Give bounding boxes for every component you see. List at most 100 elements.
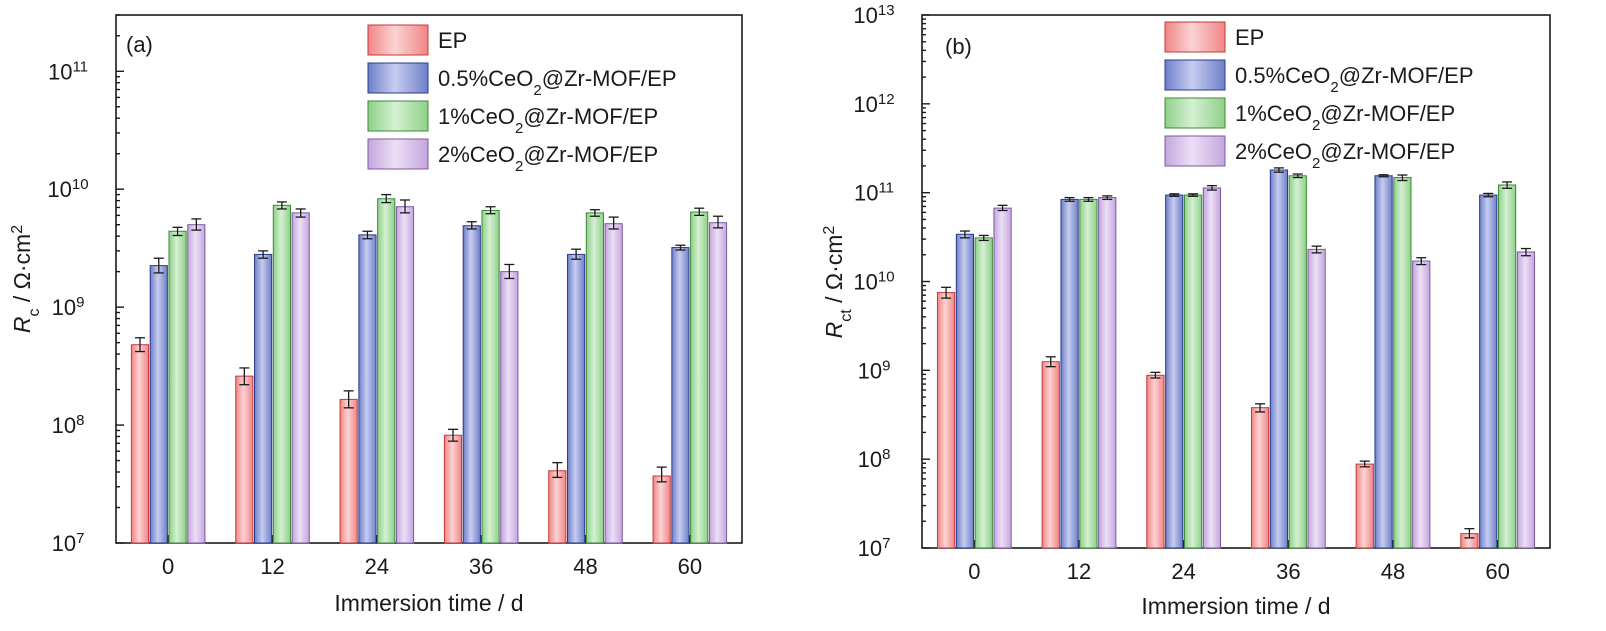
bar-2-ceo2-zr-mof-ep-12: [1098, 197, 1117, 549]
error-bar-ep-12: [1045, 356, 1056, 368]
legend-swatch: [1164, 97, 1226, 129]
bar-0-5-ceo2-zr-mof-ep-36: [1269, 169, 1289, 549]
y-axis-title-a: Rc / Ω·cm2: [9, 225, 43, 333]
legend-label: EP: [438, 28, 467, 53]
bar-ep-0: [936, 292, 956, 549]
error-bar-ep-48: [1359, 460, 1370, 468]
y-axis-title-unit-b: / Ω·cm: [821, 235, 847, 310]
bar-ep-36: [443, 434, 463, 544]
error-bar-ep-48: [552, 462, 563, 479]
y-tick-label: 109: [52, 294, 85, 321]
bar-1-ceo2-zr-mof-ep-12: [1079, 198, 1098, 549]
legend-item-0-5-ceo2-zr-mof-ep: 0.5%CeO2@Zr-MOF/EP: [1164, 59, 1474, 96]
legend-swatch: [367, 62, 429, 94]
error-bar-ep-60: [656, 466, 667, 483]
y-axis-title-sup-b: 2: [821, 226, 838, 235]
bar-0-5-ceo2-zr-mof-ep-0: [955, 233, 975, 549]
bar-0-5-ceo2-zr-mof-ep-60: [671, 247, 690, 544]
bar-ep-60: [652, 475, 671, 544]
legend-label: 2%CeO2@Zr-MOF/EP: [438, 142, 658, 175]
bar-2-ceo2-zr-mof-ep-24: [395, 206, 415, 544]
legend-label: 2%CeO2@Zr-MOF/EP: [1235, 139, 1455, 172]
error-bar-2-ceo2-zr-mof-ep-0: [997, 204, 1008, 212]
x-axis-ticks-a: 0 12 24 36 48 60: [162, 535, 702, 579]
bar-ep-36: [1250, 407, 1270, 549]
legend-a: EP 0.5%CeO2@Zr-MOF/EP 1%CeO2@Zr-MOF/EP 2%Ce…: [367, 24, 677, 175]
bar-ep-0: [130, 344, 150, 544]
legend-label: 0.5%CeO2@Zr-MOF/EP: [1235, 63, 1474, 96]
bar-ep-24: [339, 398, 358, 544]
y-tick-label: 107: [52, 530, 85, 557]
error-bar-ep-36: [447, 428, 458, 442]
error-bar-0-5-ceo2-zr-mof-ep-60: [675, 244, 686, 251]
bar-1-ceo2-zr-mof-ep-60: [1497, 184, 1517, 549]
bars-b: [936, 167, 1536, 549]
error-bar-2-ceo2-zr-mof-ep-24: [400, 199, 411, 214]
y-axis-title-sup-a: 2: [9, 225, 26, 234]
y-tick-label: 108: [858, 446, 891, 473]
bar-1-ceo2-zr-mof-ep-24: [1183, 194, 1203, 549]
y-tick-label: 108: [52, 412, 85, 439]
error-bar-2-ceo2-zr-mof-ep-48: [608, 216, 619, 230]
x-tick-label: 0: [968, 559, 980, 584]
bar-1-ceo2-zr-mof-ep-24: [377, 198, 396, 544]
bar-2-ceo2-zr-mof-ep-60: [1516, 251, 1536, 549]
error-bar-ep-12: [239, 367, 250, 386]
y-tick-label: 1013: [853, 2, 894, 29]
error-bar-1-ceo2-zr-mof-ep-0: [172, 226, 183, 237]
bar-2-ceo2-zr-mof-ep-0: [187, 224, 206, 544]
error-bar-1-ceo2-zr-mof-ep-36: [485, 206, 496, 215]
error-bar-0-5-ceo2-zr-mof-ep-24: [1169, 193, 1180, 197]
legend-swatch: [1164, 135, 1226, 167]
y-axis-ticks-a: 107 108 109 1010 1011: [47, 14, 124, 557]
y-axis-title-sub-a: c: [26, 308, 43, 316]
y-axis-ticks-b: 107 108 109 1010 1011 1012 1013: [853, 2, 930, 562]
x-tick-label: 0: [162, 554, 174, 579]
bar-ep-12: [235, 375, 254, 544]
error-bar-2-ceo2-zr-mof-ep-0: [191, 218, 202, 231]
panel-b: (b) 107 108 109 1010 1011 1012 1013 0 12 24 36 48 6…: [821, 2, 1551, 619]
legend-swatch: [1164, 59, 1226, 91]
legend-item-1-ceo2-zr-mof-ep: 1%CeO2@Zr-MOF/EP: [1164, 97, 1455, 134]
plot-frame-b: [921, 14, 1551, 549]
error-bar-0-5-ceo2-zr-mof-ep-48: [1378, 174, 1389, 178]
legend-item-2-ceo2-zr-mof-ep: 2%CeO2@Zr-MOF/EP: [1164, 135, 1455, 172]
bar-2-ceo2-zr-mof-ep-0: [993, 207, 1012, 549]
x-tick-label: 48: [573, 554, 597, 579]
error-bar-2-ceo2-zr-mof-ep-48: [1416, 257, 1427, 266]
bar-1-ceo2-zr-mof-ep-36: [1288, 175, 1307, 549]
error-bar-1-ceo2-zr-mof-ep-48: [589, 209, 600, 217]
error-bar-0-5-ceo2-zr-mof-ep-48: [571, 248, 582, 260]
bar-0-5-ceo2-zr-mof-ep-12: [1060, 198, 1079, 549]
legend-b: EP 0.5%CeO2@Zr-MOF/EP 1%CeO2@Zr-MOF/EP 2%Ce…: [1164, 21, 1474, 172]
bar-1-ceo2-zr-mof-ep-0: [168, 230, 187, 544]
bar-0-5-ceo2-zr-mof-ep-48: [1374, 175, 1393, 549]
error-bar-1-ceo2-zr-mof-ep-12: [276, 201, 287, 210]
legend-item-ep: EP: [1164, 21, 1264, 53]
x-tick-label: 36: [469, 554, 493, 579]
y-tick-label: 107: [858, 535, 891, 562]
error-bar-ep-24: [1150, 371, 1161, 379]
error-bar-2-ceo2-zr-mof-ep-12: [295, 208, 306, 218]
bar-0-5-ceo2-zr-mof-ep-60: [1479, 194, 1498, 549]
y-tick-label: 1011: [48, 58, 88, 85]
y-tick-label: 1010: [853, 268, 894, 295]
y-tick-label: 1011: [854, 179, 894, 206]
error-bar-ep-24: [343, 390, 354, 409]
bar-1-ceo2-zr-mof-ep-0: [974, 237, 993, 549]
bar-0-5-ceo2-zr-mof-ep-24: [358, 234, 377, 544]
y-tick-label: 1010: [47, 176, 88, 203]
x-tick-label: 24: [1171, 559, 1195, 584]
error-bar-2-ceo2-zr-mof-ep-12: [1102, 195, 1113, 201]
error-bar-0-5-ceo2-zr-mof-ep-24: [362, 230, 373, 240]
error-bar-0-5-ceo2-zr-mof-ep-0: [153, 257, 164, 274]
error-bar-1-ceo2-zr-mof-ep-24: [1188, 193, 1199, 197]
x-tick-label: 48: [1381, 559, 1405, 584]
bar-2-ceo2-zr-mof-ep-48: [1412, 260, 1431, 549]
error-bar-2-ceo2-zr-mof-ep-60: [713, 215, 724, 229]
bar-0-5-ceo2-zr-mof-ep-0: [149, 265, 168, 544]
legend-item-2-ceo2-zr-mof-ep: 2%CeO2@Zr-MOF/EP: [367, 138, 658, 175]
bar-2-ceo2-zr-mof-ep-60: [708, 222, 728, 544]
x-axis-title-b: Immersion time / d: [1141, 593, 1330, 619]
